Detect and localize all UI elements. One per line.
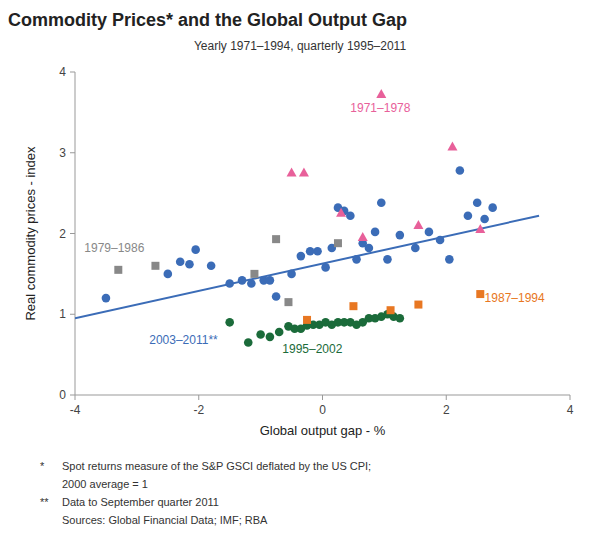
point	[414, 301, 422, 309]
point	[396, 314, 405, 323]
x-tick	[570, 395, 571, 400]
x-tick-label: -2	[193, 403, 204, 417]
footnote-symbol: **	[40, 496, 49, 508]
point	[284, 298, 292, 306]
footnote: 2000 average = 1	[62, 478, 148, 490]
point	[287, 167, 297, 176]
point	[488, 203, 497, 212]
point	[365, 244, 374, 253]
point	[297, 252, 306, 261]
point	[313, 247, 322, 256]
point	[191, 245, 200, 254]
annotation: 2003–2011**	[149, 333, 218, 347]
point	[376, 89, 386, 98]
point	[247, 279, 256, 288]
point	[445, 255, 454, 264]
x-tick-label: 4	[567, 403, 574, 417]
point	[164, 270, 173, 279]
point	[334, 239, 342, 247]
annotation: 1971–1978	[350, 101, 410, 115]
point	[349, 302, 357, 310]
point	[358, 232, 368, 241]
point	[346, 211, 355, 220]
x-tick-label: -4	[70, 403, 81, 417]
plot-area	[75, 89, 539, 347]
x-tick	[75, 395, 76, 400]
point	[456, 166, 465, 175]
point	[272, 292, 281, 301]
footnote: Spot returns measure of the S&P GSCI def…	[62, 460, 371, 472]
point	[411, 244, 420, 253]
point	[321, 263, 330, 272]
x-tick	[446, 395, 447, 400]
footnote: Sources: Global Financial Data; IMF; RBA	[62, 514, 268, 526]
point	[306, 247, 315, 256]
footnote-symbol: *	[40, 460, 45, 472]
point	[436, 236, 445, 245]
points	[102, 89, 497, 347]
y-tick	[70, 233, 75, 234]
point	[238, 276, 247, 285]
annotation: 1995–2002	[282, 342, 342, 356]
point	[225, 279, 234, 288]
point	[336, 208, 346, 217]
point	[176, 257, 185, 266]
point	[287, 270, 296, 279]
point	[371, 228, 380, 237]
x-tick-label: 2	[443, 403, 450, 417]
point	[102, 294, 111, 303]
point	[480, 215, 489, 224]
point	[244, 338, 253, 347]
point	[185, 260, 194, 269]
title: Commodity Prices* and the Global Output …	[8, 10, 407, 30]
subtitle: Yearly 1971–1994, quarterly 1995–2011	[194, 39, 407, 53]
point	[377, 199, 386, 208]
chart: Commodity Prices* and the Global Output …	[0, 0, 600, 551]
annotation: 1979–1986	[84, 241, 144, 255]
point	[272, 235, 280, 243]
x-axis-label: Global output gap - %	[260, 423, 386, 438]
annotation: 1987–1994	[485, 291, 545, 305]
x-tick	[322, 395, 323, 400]
x-tick-label: 0	[319, 403, 326, 417]
point	[275, 328, 284, 337]
point	[387, 306, 395, 314]
y-tick	[70, 395, 75, 396]
point	[383, 255, 392, 264]
y-tick-label: 2	[59, 227, 66, 241]
footnote: Data to September quarter 2011	[62, 496, 219, 508]
point	[256, 330, 265, 339]
point	[207, 262, 216, 271]
point	[352, 255, 361, 264]
y-tick	[70, 72, 75, 73]
point	[266, 276, 275, 285]
lines	[75, 216, 539, 319]
y-tick	[70, 152, 75, 153]
point	[266, 333, 275, 342]
point	[413, 220, 423, 229]
point	[425, 228, 434, 237]
point	[447, 142, 457, 151]
y-tick-label: 4	[59, 65, 66, 79]
y-tick-label: 1	[59, 307, 66, 321]
trend-line	[75, 216, 539, 319]
x-tick	[198, 395, 199, 400]
y-tick	[70, 314, 75, 315]
point	[473, 199, 482, 208]
point	[151, 262, 159, 270]
point	[303, 316, 311, 324]
point	[464, 211, 473, 220]
y-axis-label: Real commodity prices - index	[23, 146, 38, 321]
point	[250, 270, 258, 278]
point	[475, 224, 485, 233]
y-tick-label: 3	[59, 146, 66, 160]
point	[114, 266, 122, 274]
point	[476, 290, 484, 298]
point	[225, 318, 234, 327]
y-tick-label: 0	[59, 388, 66, 402]
point	[396, 231, 405, 240]
point	[299, 167, 309, 176]
